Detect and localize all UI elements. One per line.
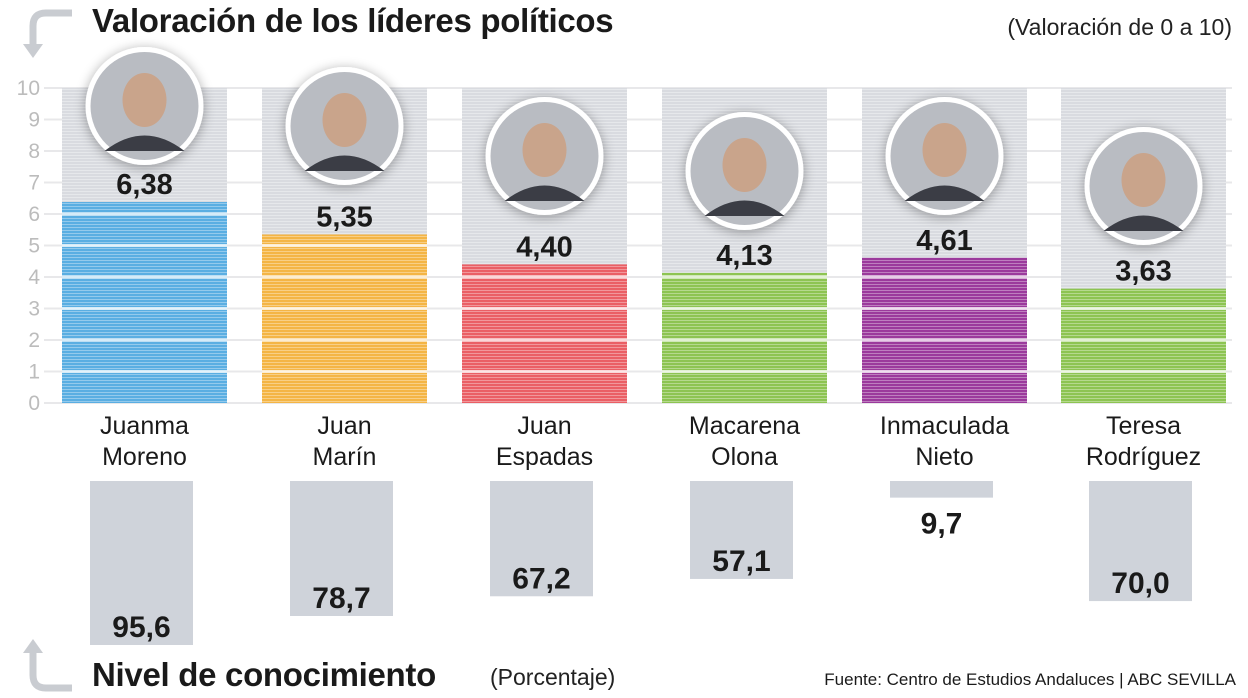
- candidate-name: Rodríguez: [1086, 443, 1201, 471]
- candidate-name: Teresa: [1106, 412, 1181, 440]
- portrait-face: [122, 73, 167, 127]
- rating-value-label: 4,40: [516, 231, 572, 263]
- rating-bar-stripes: [62, 202, 227, 403]
- knowledge-unit-note: (Porcentaje): [490, 664, 616, 690]
- portrait-face: [322, 93, 367, 147]
- knowledge-value-label: 9,7: [921, 508, 963, 541]
- source-credit: Fuente: Centro de Estudios Andaluces | A…: [824, 670, 1236, 689]
- rating-value-label: 3,63: [1115, 256, 1171, 288]
- y-tick-label: 3: [28, 298, 40, 321]
- candidate-names: Juanma Moreno Juan Marín Juan Espadas Macarena…: [100, 412, 1201, 471]
- portrait-body: [104, 135, 185, 151]
- candidate-name: Nieto: [915, 443, 973, 471]
- rating-bar-stripes: [262, 234, 427, 403]
- portrait-body: [304, 155, 385, 171]
- candidate-name: Marín: [313, 443, 377, 471]
- candidate-name: Macarena: [689, 412, 800, 440]
- y-tick-label: 4: [28, 266, 40, 289]
- candidate-portrait: [85, 47, 204, 165]
- knowledge-value-label: 67,2: [512, 562, 570, 595]
- portrait-face: [522, 123, 567, 177]
- candidate-portrait: [685, 112, 804, 230]
- y-tick-label: 2: [28, 329, 40, 352]
- rating-value-label: 5,35: [316, 201, 372, 233]
- arrow-up-icon: [29, 650, 72, 692]
- knowledge-bar: [1089, 481, 1192, 602]
- rating-value-labels: 6,38 5,35 4,40 4,13 4,61 3,63: [116, 169, 1171, 288]
- y-tick-label: 1: [28, 361, 40, 384]
- rating-value-label: 6,38: [116, 169, 172, 201]
- candidate-name: Juanma: [100, 412, 189, 440]
- rating-bar-stripes: [862, 257, 1027, 403]
- y-tick-label: 8: [28, 140, 40, 163]
- rating-bar-stripes: [1061, 288, 1226, 403]
- y-axis-ticks: 0 1 2 3 4 5 6 7 8 9 10: [17, 77, 41, 415]
- candidate-portrait: [485, 97, 604, 215]
- portrait-face: [722, 138, 767, 192]
- rating-value-label: 4,61: [916, 225, 972, 257]
- knowledge-bar: [490, 481, 593, 597]
- arrow-up-head: [23, 639, 43, 653]
- portrait-face: [1121, 153, 1166, 207]
- candidate-name: Espadas: [496, 443, 593, 471]
- portraits: [85, 47, 1203, 245]
- y-tick-label: 6: [28, 203, 40, 226]
- rating-value-label: 4,13: [716, 240, 772, 272]
- y-tick-label: 9: [28, 109, 40, 132]
- knowledge-value-label: 95,6: [112, 611, 170, 644]
- knowledge-value-label: 70,0: [1111, 567, 1169, 600]
- portrait-body: [704, 200, 785, 216]
- candidate-name: Juan: [317, 412, 371, 440]
- knowledge-bars: [90, 481, 1192, 645]
- knowledge-value-label: 78,7: [312, 582, 370, 615]
- portrait-body: [904, 185, 985, 201]
- candidate-portrait: [1084, 127, 1203, 245]
- knowledge-bar: [690, 481, 793, 579]
- rating-bars: [62, 88, 1226, 403]
- candidate-name: Inmaculada: [880, 412, 1009, 440]
- chart-title: Valoración de los líderes políticos: [92, 2, 614, 39]
- knowledge-bar: [890, 481, 993, 498]
- knowledge-bar: [290, 481, 393, 617]
- candidate-portrait: [885, 97, 1004, 215]
- candidate-name: Olona: [711, 443, 778, 471]
- scale-note: (Valoración de 0 a 10): [1007, 14, 1232, 40]
- portrait-body: [1103, 215, 1184, 231]
- y-tick-label: 7: [28, 172, 40, 195]
- knowledge-bar: [90, 481, 193, 645]
- rating-bar-stripes: [662, 272, 827, 403]
- y-tick-label: 0: [28, 392, 40, 415]
- candidate-name: Juan: [517, 412, 571, 440]
- arrow-down-head: [23, 44, 43, 58]
- knowledge-title: Nivel de conocimiento: [92, 656, 436, 693]
- knowledge-value-label: 57,1: [712, 545, 770, 578]
- candidate-name: Moreno: [102, 443, 187, 471]
- rating-bar-stripes: [462, 264, 627, 403]
- y-tick-label: 10: [17, 77, 40, 100]
- candidate-portrait: [285, 67, 404, 185]
- arrow-down-icon: [29, 9, 72, 48]
- y-tick-label: 5: [28, 235, 40, 258]
- portrait-face: [922, 123, 967, 177]
- knowledge-value-labels: 95,6 78,7 67,2 57,1 9,7 70,0: [112, 508, 1169, 644]
- gridlines: [44, 87, 1232, 404]
- portrait-body: [504, 185, 585, 201]
